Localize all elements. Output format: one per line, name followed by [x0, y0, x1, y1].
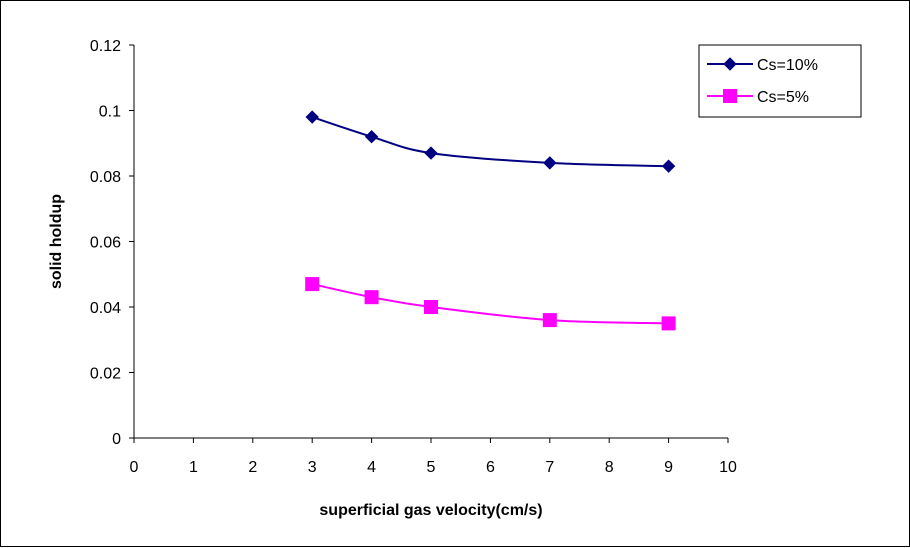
- data-point-diamond: [661, 159, 676, 173]
- legend-label: Cs=5%: [757, 89, 809, 106]
- data-point-square: [424, 300, 438, 314]
- series-layer: [305, 110, 676, 331]
- x-tick-label: 2: [248, 459, 257, 476]
- data-point-diamond: [723, 57, 737, 71]
- legend: Cs=10% Cs=5%: [698, 44, 862, 118]
- x-tick-label: 3: [308, 459, 317, 476]
- x-tick-label: 8: [605, 459, 614, 476]
- y-axis-title: solid holdup: [48, 194, 65, 289]
- series-1: [305, 277, 676, 331]
- series-0: [305, 110, 676, 173]
- y-tick-label: 0.04: [90, 300, 121, 317]
- legend-label: Cs=10%: [757, 57, 818, 74]
- axes: [133, 45, 728, 439]
- y-tick-label: 0.06: [90, 235, 121, 252]
- x-tick-label: 10: [719, 459, 737, 476]
- data-point-diamond: [305, 110, 319, 124]
- x-tick-label: 9: [664, 459, 673, 476]
- legend-entry: Cs=5%: [707, 89, 809, 106]
- x-tick-label: 7: [545, 459, 554, 476]
- data-point-square: [364, 290, 379, 305]
- legend-entry: Cs=10%: [707, 57, 818, 74]
- legend-box: [698, 44, 862, 118]
- x-tick-label: 5: [427, 459, 436, 476]
- x-tick-label: 4: [367, 459, 376, 476]
- series-line: [311, 283, 669, 325]
- y-tick-label: 0.12: [90, 38, 121, 55]
- data-point-diamond: [424, 146, 438, 160]
- y-tick-label: 0.1: [99, 104, 121, 121]
- data-point-square: [305, 277, 320, 292]
- data-point-diamond: [543, 156, 557, 170]
- y-tick-label: 0.08: [90, 169, 121, 186]
- data-point-square: [542, 313, 557, 328]
- x-tick-label: 6: [486, 459, 495, 476]
- series-line: [311, 116, 669, 168]
- y-tick-label: 0: [112, 431, 121, 448]
- x-axis-title: superficial gas velocity(cm/s): [319, 502, 542, 519]
- data-point-square: [723, 89, 737, 103]
- data-point-diamond: [364, 129, 379, 144]
- x-ticks: 0 1 2 3 4 5 6 7 8 9 10: [130, 438, 737, 476]
- y-tick-label: 0.02: [90, 366, 121, 383]
- x-tick-label: 1: [189, 459, 198, 476]
- data-point-square: [661, 316, 676, 331]
- y-ticks: 0 0.02 0.04 0.06 0.08 0.1 0.12: [90, 38, 134, 448]
- x-tick-label: 0: [130, 459, 139, 476]
